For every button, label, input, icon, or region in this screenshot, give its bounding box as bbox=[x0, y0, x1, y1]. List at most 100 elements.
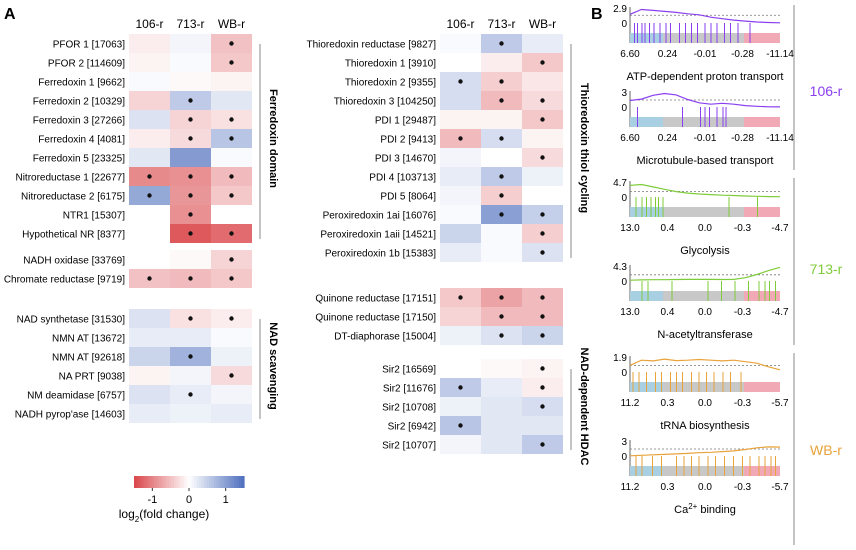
x-tick-label: 11.2 bbox=[621, 398, 640, 409]
heatmap-cell bbox=[481, 110, 522, 129]
colorbar-segment bbox=[176, 476, 180, 488]
colorbar-segment bbox=[241, 476, 245, 488]
x-tick-label: 0.3 bbox=[661, 398, 675, 409]
colorbar-segment bbox=[161, 476, 165, 488]
heatmap-cell bbox=[440, 243, 481, 262]
colorbar-segment bbox=[156, 476, 160, 488]
significance-dot bbox=[229, 276, 234, 281]
heatmap-cell bbox=[129, 309, 170, 328]
panel-b-letter: B bbox=[591, 6, 603, 23]
significance-dot bbox=[540, 155, 545, 160]
y-min-label: 0 bbox=[621, 103, 627, 114]
significance-dot bbox=[499, 41, 504, 46]
heatmap-cell bbox=[129, 385, 170, 404]
y-min-label: 0 bbox=[621, 368, 627, 379]
colorbar-segment bbox=[179, 476, 183, 488]
colorbar-segment bbox=[159, 476, 163, 488]
row-label: NTR1 [15307] bbox=[63, 211, 125, 222]
heatmap-cell bbox=[440, 359, 481, 378]
row-label: PDI 4 [103713] bbox=[369, 173, 436, 184]
heatmap-row: Peroxiredoxin 1b [15383] bbox=[325, 243, 563, 262]
x-tick-label: -5.7 bbox=[771, 398, 789, 409]
x-tick-label: -0.28 bbox=[731, 133, 754, 144]
colorbar-segment bbox=[169, 476, 173, 488]
significance-dot bbox=[540, 442, 545, 447]
x-tick-label: 0.24 bbox=[658, 49, 678, 60]
heatmap-cell bbox=[170, 148, 211, 167]
heatmap-row: Ferredoxin 5 [23325] bbox=[33, 148, 252, 167]
heatmap-row: PDI 5 [8064] bbox=[380, 186, 563, 205]
heatmap-row: PFOR 1 [17063] bbox=[53, 34, 252, 53]
heatmap-cell bbox=[170, 34, 211, 53]
heatmap-row: Sir2 [16569] bbox=[382, 359, 563, 378]
colorbar: log2(fold change) -1 0 1 bbox=[119, 476, 245, 524]
colorbar-segment bbox=[174, 476, 178, 488]
colorbar-segment bbox=[231, 476, 235, 488]
y-max-label: 4.7 bbox=[613, 178, 627, 189]
band-neutral bbox=[663, 117, 744, 127]
row-label: PFOR 1 [17063] bbox=[53, 40, 125, 51]
x-tick-label: -0.3 bbox=[734, 223, 752, 234]
heatmap-cell bbox=[440, 110, 481, 129]
plot-title: ATP-dependent proton transport bbox=[627, 71, 784, 83]
row-label: Ferredoxin 3 [27266] bbox=[33, 116, 126, 127]
heatmap-cell bbox=[211, 347, 252, 366]
row-label: Peroxiredoxin 1aii [14521] bbox=[320, 230, 436, 241]
enrichment-curve bbox=[629, 8, 781, 24]
heatmap-cell bbox=[481, 53, 522, 72]
significance-dot bbox=[188, 117, 193, 122]
group-label-713-r: 713-r bbox=[810, 261, 843, 277]
colorbar-segment bbox=[151, 476, 155, 488]
plot-title: Microtubule-based transport bbox=[637, 155, 774, 167]
y-min-label: 0 bbox=[621, 277, 627, 288]
heatmap-cell bbox=[440, 205, 481, 224]
significance-dot bbox=[458, 295, 463, 300]
row-label: Ferredoxin 4 [4081] bbox=[38, 135, 125, 146]
heatmap-cell bbox=[481, 397, 522, 416]
significance-dot bbox=[188, 354, 193, 359]
column-header-wb-r: WB-r bbox=[218, 17, 245, 31]
heatmap-cell bbox=[129, 110, 170, 129]
significance-dot bbox=[499, 98, 504, 103]
x-tick-label: -4.7 bbox=[771, 307, 789, 318]
colorbar-segment bbox=[194, 476, 198, 488]
heatmap-cell bbox=[481, 148, 522, 167]
band-positive bbox=[630, 33, 663, 43]
x-tick-label: 0.4 bbox=[661, 307, 675, 318]
x-tick-label: -0.28 bbox=[731, 49, 754, 60]
colorbar-segment bbox=[141, 476, 145, 488]
heatmap-cell bbox=[170, 72, 211, 91]
significance-dot bbox=[499, 333, 504, 338]
heatmap-row: Quinone reductase [17151] bbox=[315, 288, 563, 307]
significance-dot bbox=[458, 136, 463, 141]
colorbar-label: log2(fold change) bbox=[119, 507, 210, 524]
row-label: Ferredoxin 2 [10329] bbox=[33, 97, 126, 108]
row-label: Sir2 [10708] bbox=[382, 403, 436, 414]
x-tick-label: 0.0 bbox=[698, 398, 712, 409]
significance-dot bbox=[540, 366, 545, 371]
heatmap-cell bbox=[522, 129, 563, 148]
heatmap-row: Thioredoxin 2 [9355] bbox=[345, 72, 563, 91]
heatmap-cell bbox=[129, 34, 170, 53]
row-label: Nitroreductase 1 [22677] bbox=[15, 173, 125, 184]
enrichment-plot: 2.9 0 6.60 0.24 -0.01 -0.28 -11.14 ATP-dependen… bbox=[613, 4, 794, 83]
band-positive bbox=[630, 117, 663, 127]
significance-dot bbox=[229, 316, 234, 321]
heatmap-cell bbox=[211, 328, 252, 347]
band-neutral bbox=[663, 466, 744, 476]
heatmap-row: Thioredoxin 3 [104250] bbox=[334, 91, 563, 110]
heatmap-row: NM deamidase [6757] bbox=[27, 385, 252, 404]
significance-dot bbox=[458, 79, 463, 84]
band-neutral bbox=[663, 33, 744, 43]
heatmap-cell bbox=[129, 148, 170, 167]
heatmap-cell bbox=[170, 366, 211, 385]
heatmap-cell bbox=[129, 53, 170, 72]
significance-dot bbox=[540, 98, 545, 103]
x-tick-label: 0.0 bbox=[698, 223, 712, 234]
heatmap-row: NA PRT [9038] bbox=[59, 366, 252, 385]
colorbar-segment bbox=[149, 476, 153, 488]
colorbar-segment bbox=[199, 476, 203, 488]
significance-dot bbox=[188, 98, 193, 103]
band-neutral bbox=[663, 207, 744, 217]
